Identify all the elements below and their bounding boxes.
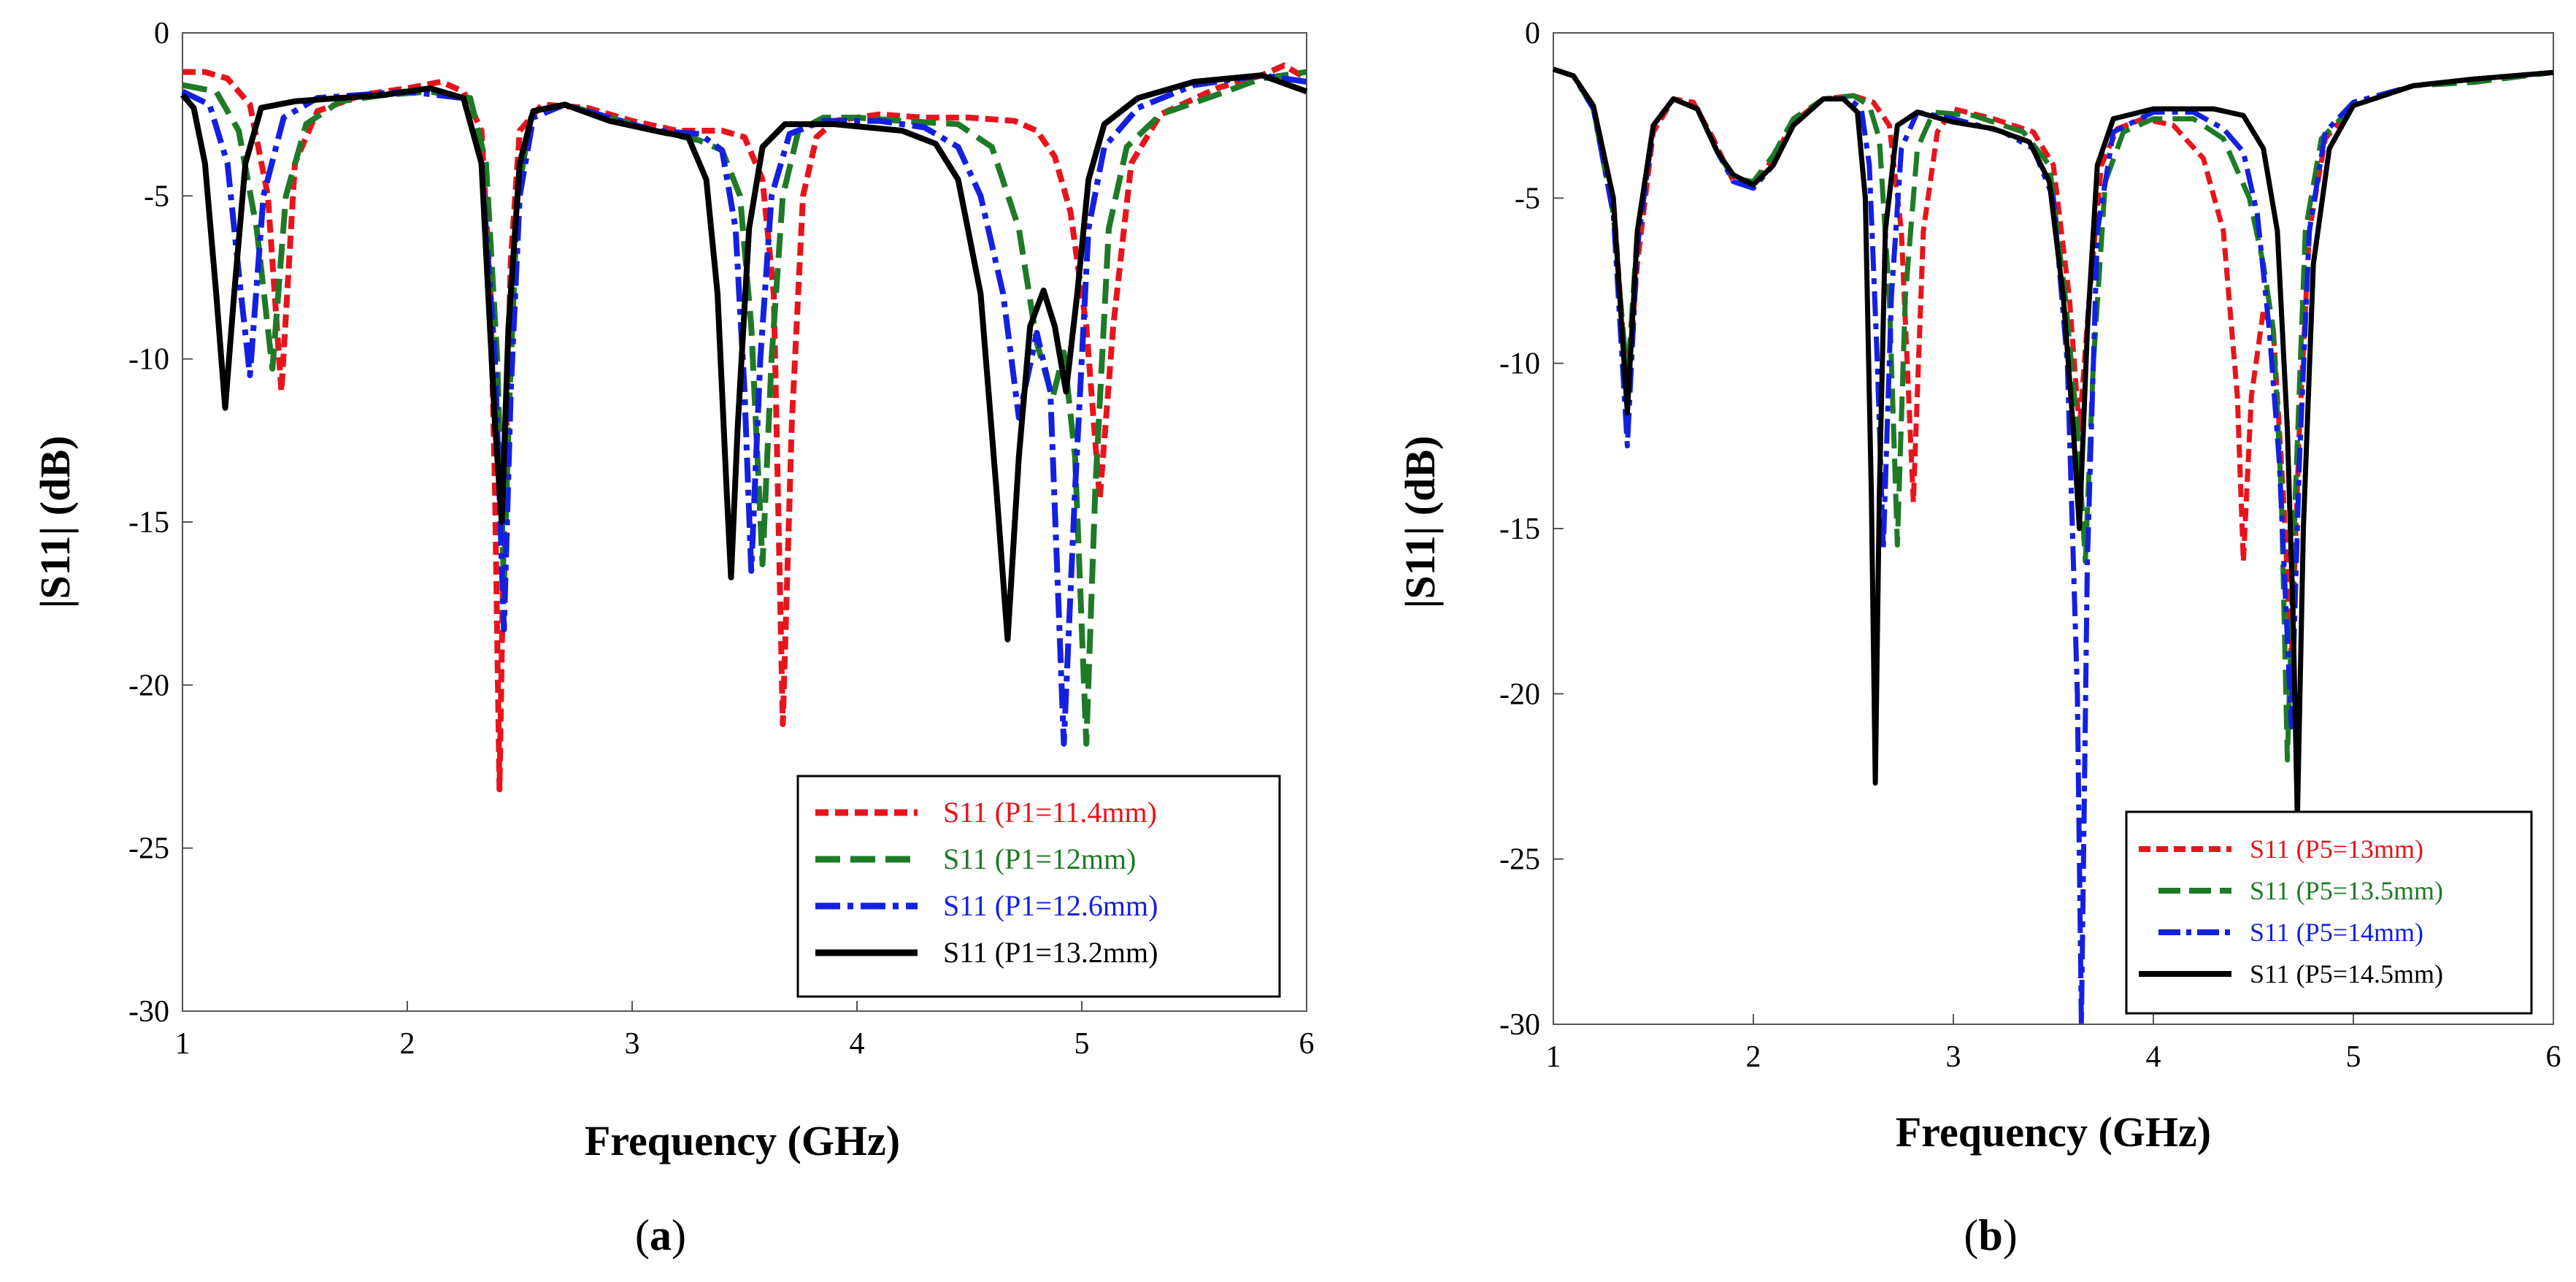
y-tick-label-b-1: -5 bbox=[1515, 182, 1540, 215]
x-tick-label-b-3: 4 bbox=[2146, 1040, 2161, 1074]
x-tick-label-b-2: 3 bbox=[1946, 1040, 1961, 1074]
series-lines-b bbox=[1552, 66, 2554, 1027]
y-axis-ticks-b: 0 -5 -10 -15 -20 -25 -30 bbox=[1499, 17, 1564, 1042]
x-tick-label-a-4: 5 bbox=[1074, 1027, 1090, 1061]
legend-box-b bbox=[2125, 810, 2533, 1015]
legend-label-b-1: S11 (P5=13.5mm) bbox=[2250, 876, 2443, 905]
series-line-a-blue bbox=[181, 72, 1307, 747]
legend-label-a-3: S11 (P1=13.2mm) bbox=[943, 936, 1158, 969]
y-axis-ticks-a: 0 -5 -10 -15 -20 -25 -30 bbox=[128, 17, 193, 1029]
x-tick-label-a-5: 6 bbox=[1299, 1027, 1315, 1061]
y-axis-title-a: |S11| (dB) bbox=[31, 436, 79, 609]
x-tick-label-b-1: 2 bbox=[1746, 1040, 1761, 1074]
y-tick-label-b-5: -25 bbox=[1499, 843, 1540, 877]
y-tick-label-b-4: -20 bbox=[1499, 678, 1540, 711]
y-tick-label-b-3: -15 bbox=[1499, 513, 1540, 546]
x-tick-label-a-1: 2 bbox=[400, 1027, 415, 1061]
y-tick-label-a-1: -5 bbox=[144, 180, 169, 213]
legend-b: S11 (P5=13mm) S11 (P5=13.5mm) S11 (P5=14… bbox=[2125, 810, 2533, 1015]
y-tick-label-a-2: -10 bbox=[128, 343, 169, 377]
y-tick-label-b-2: -10 bbox=[1499, 348, 1540, 381]
legend-label-b-2: S11 (P5=14mm) bbox=[2250, 918, 2423, 947]
series-line-a-black bbox=[180, 72, 1308, 642]
x-tick-label-a-0: 1 bbox=[175, 1027, 191, 1061]
x-axis-ticks-a: 1 2 3 4 5 6 bbox=[175, 1001, 1315, 1061]
x-tick-label-a-2: 3 bbox=[625, 1027, 640, 1061]
chart-panel-b: 0 -5 -10 -15 -20 -25 -30 1 2 3 4 5 6 Frequency (GHz… bbox=[1396, 17, 2561, 1259]
series-lines-a bbox=[180, 62, 1309, 793]
panel-label-b: (b) bbox=[1964, 1211, 2017, 1259]
x-axis-title-b: Frequency (GHz) bbox=[1896, 1108, 2211, 1156]
panel-label-a-letter: a bbox=[650, 1211, 672, 1259]
y-tick-label-b-0: 0 bbox=[1525, 17, 1540, 50]
y-tick-label-a-3: -15 bbox=[128, 506, 169, 540]
x-tick-label-a-3: 4 bbox=[850, 1027, 865, 1061]
legend-label-a-1: S11 (P1=12mm) bbox=[943, 842, 1136, 875]
panel-label-b-letter: b bbox=[1978, 1211, 2002, 1259]
series-line-b-black bbox=[1552, 66, 2554, 822]
y-tick-label-a-0: 0 bbox=[154, 17, 169, 50]
y-tick-label-a-4: -20 bbox=[128, 669, 169, 702]
x-tick-label-b-5: 6 bbox=[2546, 1040, 2561, 1074]
series-line-b-red bbox=[1552, 66, 2554, 664]
y-tick-label-b-6: -30 bbox=[1499, 1008, 1540, 1042]
y-tick-label-a-5: -25 bbox=[128, 832, 169, 866]
legend-label-a-2: S11 (P1=12.6mm) bbox=[943, 889, 1158, 922]
x-axis-title-a: Frequency (GHz) bbox=[585, 1117, 900, 1164]
legend-label-b-0: S11 (P5=13mm) bbox=[2250, 834, 2423, 864]
y-axis-title-b: |S11| (dB) bbox=[1396, 436, 1444, 609]
chart-panel-a: 0 -5 -10 -15 -20 -25 -30 1 2 3 4 5 6 Frequency (GHz… bbox=[31, 17, 1315, 1259]
panel-label-a: (a) bbox=[635, 1211, 686, 1259]
legend-label-a-0: S11 (P1=11.4mm) bbox=[943, 796, 1157, 829]
legend-a: S11 (P1=11.4mm) S11 (P1=12mm) S11 (P1=12… bbox=[796, 775, 1281, 998]
x-axis-ticks-b: 1 2 3 4 5 6 bbox=[1546, 1014, 2561, 1074]
legend-box-a bbox=[796, 775, 1281, 998]
x-tick-label-b-4: 5 bbox=[2346, 1040, 2361, 1074]
x-tick-label-b-0: 1 bbox=[1546, 1040, 1561, 1074]
series-line-a-green bbox=[182, 69, 1307, 747]
legend-label-b-3: S11 (P5=14.5mm) bbox=[2250, 959, 2443, 989]
y-tick-label-a-6: -30 bbox=[128, 995, 169, 1029]
